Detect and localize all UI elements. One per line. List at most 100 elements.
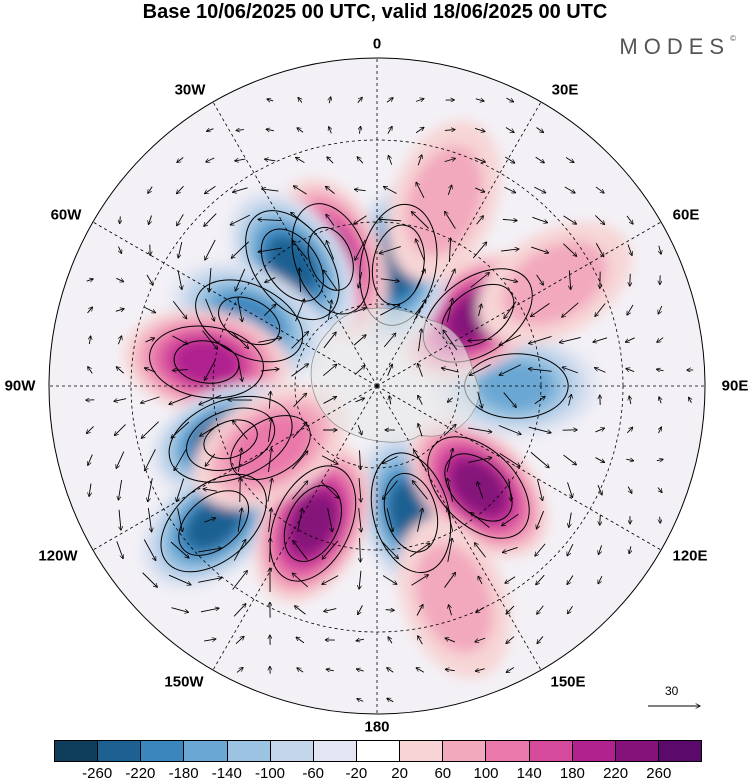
wind-vector xyxy=(88,454,93,466)
wind-vector xyxy=(143,539,156,560)
wind-vector xyxy=(445,211,456,229)
wind-vector xyxy=(116,451,125,469)
wind-vector xyxy=(563,243,576,257)
wind-vector xyxy=(142,572,158,587)
wind-vector xyxy=(141,396,160,403)
wind-vector xyxy=(382,575,397,585)
wind-vector xyxy=(322,364,336,377)
wind-vector xyxy=(476,216,484,225)
wind-vector xyxy=(357,424,362,435)
wind-vector xyxy=(145,449,156,470)
lon-label-90w: 90W xyxy=(4,377,36,395)
wind-vector xyxy=(291,481,307,500)
anomaly-level xyxy=(172,338,241,386)
wind-vector xyxy=(659,397,661,404)
wind-vector xyxy=(356,639,365,641)
wind-vector xyxy=(530,451,549,468)
wind-vector xyxy=(559,337,581,342)
wind-vector xyxy=(564,186,575,193)
colorbar-swatch xyxy=(227,741,271,761)
wind-vector xyxy=(204,518,215,523)
wind-vector xyxy=(114,424,126,435)
wind-vector xyxy=(199,394,222,404)
wind-vector xyxy=(168,574,191,585)
colorbar-swatch xyxy=(529,741,573,761)
wind-vector xyxy=(593,337,608,342)
wind-vector xyxy=(177,270,182,289)
wind-vector xyxy=(297,508,303,532)
colorbar-swatch xyxy=(615,741,659,761)
wind-vector xyxy=(119,509,121,530)
wind-vector xyxy=(562,367,578,374)
wind-vector xyxy=(293,393,306,408)
lon-label-150w: 150W xyxy=(164,673,204,691)
wind-vector xyxy=(499,453,520,467)
wind-vector xyxy=(87,307,93,314)
wind-vector xyxy=(417,508,422,532)
lon-label-150e: 150E xyxy=(550,673,586,691)
wind-vector xyxy=(381,541,399,558)
wind-vector xyxy=(262,189,279,191)
wind-vector xyxy=(478,576,483,584)
wind-vector xyxy=(498,425,521,435)
wind-vector xyxy=(502,219,517,220)
wind-vector xyxy=(418,363,423,377)
wind-vector xyxy=(355,239,366,260)
wind-vector xyxy=(412,481,428,500)
meridian-line xyxy=(212,385,378,671)
wind-vector xyxy=(359,126,360,134)
contour-line xyxy=(178,490,249,556)
wind-vector xyxy=(535,543,546,556)
wind-vector xyxy=(118,479,123,500)
wind-vector xyxy=(471,512,490,528)
wind-vector xyxy=(503,392,517,408)
wind-vector xyxy=(379,305,400,316)
wind-vector xyxy=(597,484,602,495)
wind-vector xyxy=(475,99,484,101)
wind-vector xyxy=(443,330,458,351)
colorbar-swatch xyxy=(658,741,702,761)
wind-vector xyxy=(445,638,456,643)
lon-label-180: 180 xyxy=(364,718,390,736)
wind-vector xyxy=(354,215,367,224)
wind-vector xyxy=(447,508,454,532)
wind-vector xyxy=(233,604,246,617)
wind-vector xyxy=(388,155,393,165)
wind-vector xyxy=(569,512,572,528)
wind-vector xyxy=(204,213,217,227)
wind-vector xyxy=(474,543,486,558)
wind-vector xyxy=(504,156,515,163)
wind-vector xyxy=(537,605,544,614)
wind-vector xyxy=(409,543,430,558)
wind-vector xyxy=(535,156,545,163)
wind-vector xyxy=(534,186,545,193)
wind-vector xyxy=(204,639,216,641)
wind-vector xyxy=(205,185,216,193)
wind-vectors xyxy=(86,97,694,702)
wind-vector xyxy=(235,268,246,291)
wind-vector xyxy=(414,269,425,292)
wind-vector xyxy=(326,214,335,227)
colorbar-tick-label: -20 xyxy=(345,765,368,782)
wind-vector xyxy=(446,298,452,322)
colorbar-tick-label: 140 xyxy=(516,765,542,782)
wind-vector xyxy=(148,186,153,194)
wind-vector xyxy=(389,396,390,405)
wind-vector xyxy=(115,309,124,312)
copyright-mark: © xyxy=(730,34,736,43)
lon-label-90e: 90E xyxy=(721,377,749,395)
wind-vector xyxy=(86,279,94,281)
wind-vector xyxy=(204,359,217,380)
colorbar xyxy=(54,740,702,762)
wind-vector xyxy=(418,636,423,645)
wind-vector xyxy=(447,185,451,196)
wind-vector xyxy=(468,458,491,463)
colorbar-tick-label: 20 xyxy=(391,765,408,782)
wind-vector xyxy=(359,570,361,589)
wind-vector xyxy=(231,331,248,349)
wind-vector xyxy=(417,155,422,166)
wind-vector xyxy=(449,238,450,263)
colorbar-tick-label: -60 xyxy=(302,765,325,782)
wind-vector xyxy=(567,543,574,556)
